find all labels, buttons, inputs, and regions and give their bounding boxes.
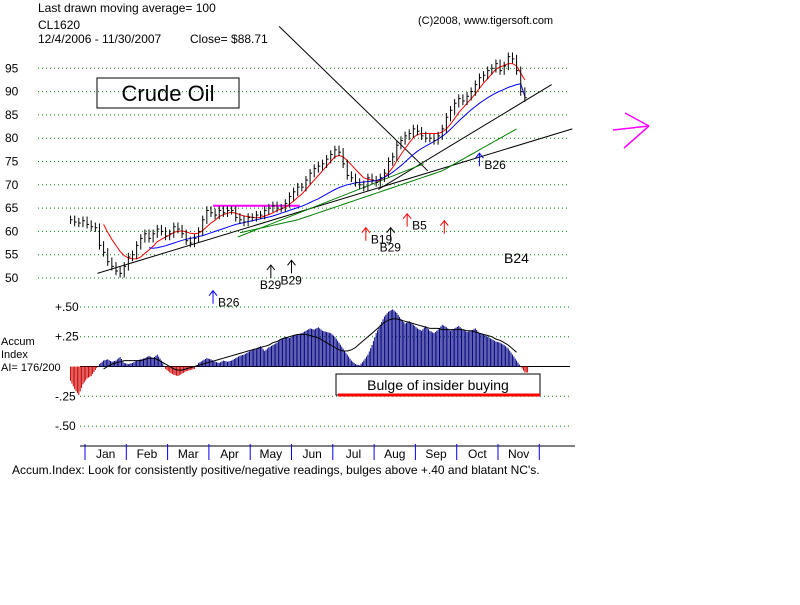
accum-y-tick-label: +.25: [55, 330, 79, 344]
month-label: Feb: [137, 447, 158, 461]
month-label: Jun: [302, 447, 321, 461]
signal-arrow-head: [386, 226, 396, 234]
month-label: Jul: [346, 447, 361, 461]
signal-b26: B26: [208, 289, 240, 310]
close-value: Close= $88.71: [190, 32, 268, 46]
signal-label: B19: [371, 233, 393, 247]
accum-bars: [70, 309, 529, 396]
accum-axis-line-3: AI= 176/200: [1, 362, 61, 374]
trendline-support-green: [237, 163, 424, 238]
date-range: 12/4/2006 - 11/30/2007: [38, 32, 162, 46]
month-label: Oct: [468, 447, 487, 461]
price-y-tick-label: 75: [5, 155, 19, 169]
price-y-tick-label: 90: [5, 85, 19, 99]
price-y-tick-label: 55: [5, 248, 19, 262]
month-label: Apr: [220, 447, 239, 461]
trendline-overhead-diagonal: [278, 26, 429, 172]
price-y-tick-label: 70: [5, 178, 19, 192]
signal-label: B26: [484, 158, 506, 172]
signal-label: B5: [412, 219, 427, 233]
accum-moving-average: [103, 318, 517, 371]
trendlines: [97, 26, 573, 274]
accum-y-tick-labels: +.50 +.25 -.25 -.50: [55, 300, 79, 433]
signal-b5: B5: [402, 212, 427, 233]
symbol: CL1620: [38, 18, 80, 32]
title-box: [96, 77, 240, 109]
accum-axis-line-1: Accum: [1, 336, 35, 348]
accum-y-tick-label: -.50: [55, 419, 76, 433]
price-y-tick-label: 60: [5, 224, 19, 238]
price-bars: [70, 52, 527, 278]
ma-note: Last drawn moving average= 100: [38, 1, 216, 15]
trendline-support-short: [377, 84, 552, 190]
accum-ma-line: [103, 318, 517, 371]
magenta-arrow-icon: [612, 112, 650, 149]
price-gridlines: [38, 67, 570, 279]
signal-arrow: [439, 219, 449, 234]
signal-arrow-head: [361, 226, 371, 234]
ma-line-long-ma: [239, 128, 517, 234]
signal-b26: B26: [475, 152, 506, 172]
footer-note: Accum.Index: Look for consistently posit…: [12, 463, 540, 477]
signal-arrow-head: [287, 259, 296, 266]
month-label: Nov: [508, 447, 529, 461]
month-axis: Jan Feb Mar Apr May Jun Jul Aug Sep Oct Nov: [84, 444, 540, 461]
signal-b29: B29: [281, 259, 303, 287]
signal-label: B29: [281, 273, 303, 287]
month-label: May: [260, 447, 283, 461]
price-y-tick-label: 80: [5, 131, 19, 145]
signal-b29: B29: [380, 226, 402, 255]
accum-y-tick-label: -.25: [55, 389, 76, 403]
price-y-tick-label: 95: [5, 61, 19, 75]
signal-arrow-head: [208, 289, 218, 296]
signal-arrow-head: [439, 219, 449, 227]
trendline-support-long: [97, 128, 573, 274]
signal-b29: B29: [260, 264, 282, 292]
month-label: Mar: [178, 447, 199, 461]
signal-label: B26: [218, 296, 240, 310]
month-label: Sep: [425, 447, 447, 461]
signal-b19: B19: [361, 226, 393, 247]
accum-y-tick-label: +.50: [55, 300, 79, 314]
bulge-label: Bulge of insider buying: [367, 377, 509, 393]
signal-label: B29: [260, 278, 282, 292]
signal-label: B29: [380, 241, 402, 255]
signal-arrow-head: [266, 264, 276, 271]
price-y-tick-labels: 50 55 60 65 70 75 80 85 90 95: [5, 61, 19, 285]
signal-arrow-head: [475, 152, 484, 159]
ma-line-mid-ma: [148, 83, 526, 249]
price-y-tick-label: 50: [5, 271, 19, 285]
b24-label: B24: [504, 250, 529, 266]
signal-arrow-head: [402, 212, 412, 220]
month-label: Jan: [96, 447, 115, 461]
price-y-tick-label: 85: [5, 108, 19, 122]
copyright: (C)2008, www.tigersoft.com: [418, 15, 553, 27]
chart-title: Crude Oil: [122, 81, 215, 106]
accum-axis-line-2: Index: [1, 349, 28, 361]
month-label: Aug: [384, 447, 405, 461]
price-y-tick-label: 65: [5, 201, 19, 215]
